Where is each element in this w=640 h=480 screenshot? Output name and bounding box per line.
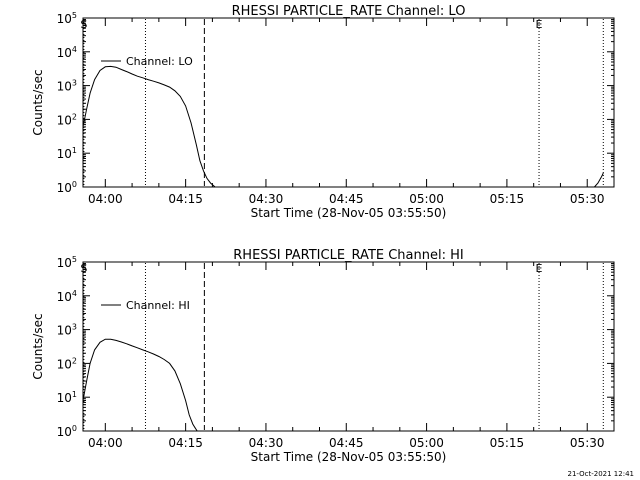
x-tick-label: 04:15	[168, 436, 203, 450]
y-tick-label: 101	[57, 146, 77, 161]
y-tick-label: 104	[57, 45, 77, 60]
series-line	[82, 338, 198, 432]
x-tick-label: 04:30	[249, 436, 284, 450]
panel-1: RHESSI PARTICLE_RATE Channel: LO 100 101 10…	[31, 4, 615, 220]
series-line	[82, 65, 216, 188]
y-tick-label: 101	[57, 390, 77, 405]
x-axis-label: Start Time (28-Nov-05 03:55:50)	[251, 450, 447, 464]
time-marker-label: S	[80, 262, 87, 275]
plot-frame	[82, 261, 615, 432]
legend-label: Channel: LO	[126, 55, 193, 68]
y-tick-label: 104	[57, 289, 77, 304]
x-tick-label: 05:00	[409, 436, 444, 450]
y-tick-label: 105	[57, 255, 77, 270]
plot-frame	[82, 17, 615, 188]
x-tick-label: 04:00	[88, 436, 123, 450]
x-tick-label: 04:00	[88, 192, 123, 206]
x-tick-label: 04:45	[329, 436, 364, 450]
x-tick-label: 05:15	[490, 192, 525, 206]
y-tick-label: 100	[57, 180, 77, 195]
x-tick-label: 04:15	[168, 192, 203, 206]
chart-title: RHESSI PARTICLE_RATE Channel: LO	[232, 4, 466, 19]
y-tick-label: 100	[57, 424, 77, 439]
generation-timestamp: 21-Oct-2021 12:41	[567, 470, 634, 478]
x-tick-label: 05:00	[409, 192, 444, 206]
x-axis-label: Start Time (28-Nov-05 03:55:50)	[251, 206, 447, 220]
x-tick-label: 05:30	[570, 192, 605, 206]
legend-label: Channel: HI	[126, 299, 190, 312]
y-tick-label: 103	[57, 79, 77, 94]
panel-2: RHESSI PARTICLE_RATE Channel: HI 100 101 10…	[31, 248, 615, 464]
y-tick-label: 102	[57, 112, 77, 127]
time-marker-label: E	[536, 18, 543, 31]
time-marker-label: S	[80, 18, 87, 31]
x-tick-label: 05:15	[490, 436, 525, 450]
y-tick-label: 103	[57, 323, 77, 338]
y-tick-label: 105	[57, 11, 77, 26]
series-line	[594, 172, 604, 188]
x-tick-label: 04:30	[249, 192, 284, 206]
y-axis-label: Counts/sec	[31, 69, 45, 135]
x-tick-label: 04:45	[329, 192, 364, 206]
y-axis-label: Counts/sec	[31, 313, 45, 379]
x-tick-label: 05:30	[570, 436, 605, 450]
y-tick-label: 102	[57, 356, 77, 371]
chart-title: RHESSI PARTICLE_RATE Channel: HI	[233, 248, 463, 263]
time-marker-label: E	[536, 262, 543, 275]
